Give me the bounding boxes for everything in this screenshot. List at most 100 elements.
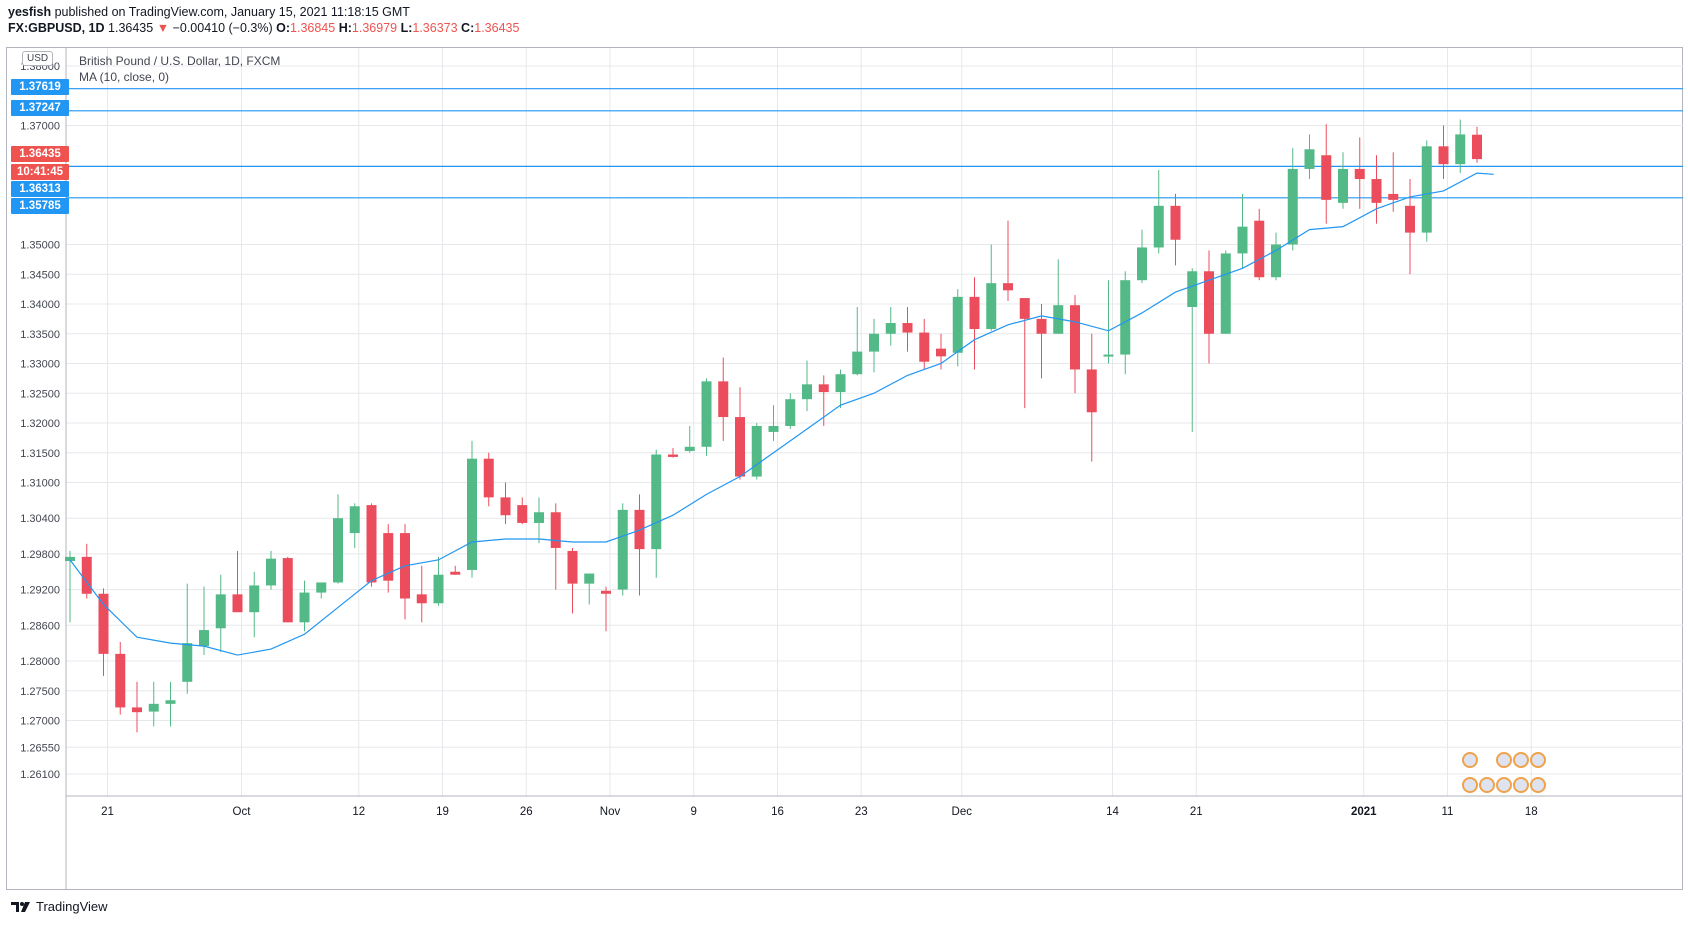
- candle-body[interactable]: [818, 384, 829, 393]
- candle-body[interactable]: [433, 574, 444, 604]
- candle-body[interactable]: [1237, 226, 1248, 254]
- candle-body[interactable]: [952, 296, 963, 353]
- candle-body[interactable]: [567, 550, 578, 584]
- candle-body[interactable]: [1070, 305, 1080, 370]
- event-flag-icon[interactable]: [1496, 777, 1512, 793]
- event-flag-icon[interactable]: [1462, 752, 1478, 768]
- candle-body[interactable]: [1220, 253, 1231, 334]
- publisher-name[interactable]: yesfish: [8, 5, 52, 19]
- candle-body[interactable]: [601, 590, 611, 594]
- candle-body[interactable]: [349, 506, 360, 534]
- event-flag-icon[interactable]: [1479, 777, 1495, 793]
- candle-body[interactable]: [919, 332, 930, 362]
- candle-body[interactable]: [936, 348, 946, 357]
- candle-body[interactable]: [1321, 155, 1332, 200]
- candle-body[interactable]: [1187, 271, 1198, 307]
- candle-body[interactable]: [232, 594, 243, 613]
- legend-indicator[interactable]: MA (10, close, 0): [79, 70, 170, 84]
- candle-body[interactable]: [299, 592, 310, 623]
- candle-body[interactable]: [282, 558, 293, 623]
- candle-body[interactable]: [316, 582, 327, 593]
- candle-body[interactable]: [65, 556, 75, 562]
- candle-body[interactable]: [1354, 168, 1365, 180]
- candle-body[interactable]: [1271, 244, 1281, 278]
- currency-badge[interactable]: USD: [22, 51, 54, 66]
- candle-body[interactable]: [735, 417, 745, 477]
- candle-body[interactable]: [1137, 247, 1147, 281]
- candle-body[interactable]: [182, 643, 193, 682]
- candle-body[interactable]: [1472, 134, 1482, 160]
- candle-body[interactable]: [534, 512, 544, 523]
- candle-body[interactable]: [617, 509, 628, 590]
- candle-body[interactable]: [751, 425, 762, 477]
- y-tick-label: 1.34000: [20, 299, 60, 311]
- candle-body[interactable]: [98, 593, 109, 654]
- candle-body[interactable]: [467, 458, 477, 570]
- candle-body[interactable]: [986, 283, 997, 329]
- candle-body[interactable]: [81, 556, 92, 594]
- ma-line[interactable]: [69, 172, 1494, 656]
- candle-body[interactable]: [366, 505, 377, 583]
- candle-body[interactable]: [785, 399, 796, 426]
- candle-body[interactable]: [701, 381, 712, 447]
- candle-body[interactable]: [584, 573, 595, 584]
- event-flag-icon[interactable]: [1496, 752, 1512, 768]
- candle-body[interactable]: [1254, 220, 1265, 278]
- candle-body[interactable]: [768, 425, 779, 432]
- candle-body[interactable]: [668, 454, 678, 457]
- candle-body[interactable]: [835, 374, 846, 393]
- candle-body[interactable]: [902, 323, 913, 333]
- candle-body[interactable]: [199, 630, 209, 647]
- candle-body[interactable]: [215, 594, 226, 629]
- candle-body[interactable]: [333, 518, 343, 583]
- candle-body[interactable]: [1338, 168, 1348, 203]
- y-tick-label: 1.28000: [20, 656, 60, 668]
- candle-body[interactable]: [651, 454, 662, 550]
- candle-body[interactable]: [1003, 283, 1013, 291]
- candle-body[interactable]: [1103, 354, 1114, 357]
- candle-body[interactable]: [383, 533, 394, 581]
- event-flag-icon[interactable]: [1530, 752, 1546, 768]
- candle-body[interactable]: [115, 653, 126, 708]
- candle-body[interactable]: [869, 333, 879, 352]
- candle-body[interactable]: [517, 505, 528, 523]
- candle-body[interactable]: [1019, 298, 1030, 319]
- candle-body[interactable]: [132, 707, 142, 713]
- candle-body[interactable]: [969, 296, 980, 329]
- candle-body[interactable]: [148, 703, 159, 712]
- candle-body[interactable]: [165, 700, 176, 704]
- candle-body[interactable]: [1371, 179, 1382, 203]
- candle-body[interactable]: [266, 558, 276, 586]
- candle-body[interactable]: [1405, 205, 1415, 233]
- candle-body[interactable]: [1455, 134, 1466, 165]
- candle-body[interactable]: [1204, 271, 1214, 334]
- candle-body[interactable]: [550, 512, 561, 548]
- footer-brand[interactable]: TradingView: [36, 899, 108, 914]
- candle-body[interactable]: [483, 458, 494, 498]
- candle-body[interactable]: [1421, 146, 1432, 233]
- candle-body[interactable]: [1287, 168, 1298, 245]
- candle-body[interactable]: [802, 384, 812, 400]
- candle-body[interactable]: [1388, 193, 1399, 200]
- event-flag-icon[interactable]: [1513, 752, 1529, 768]
- candle-body[interactable]: [1153, 205, 1164, 248]
- candle-body[interactable]: [500, 497, 511, 516]
- candle-body[interactable]: [1304, 149, 1315, 169]
- candle-body[interactable]: [1170, 205, 1181, 240]
- candle-body[interactable]: [249, 585, 260, 613]
- event-flag-icon[interactable]: [1513, 777, 1529, 793]
- event-flag-icon[interactable]: [1462, 777, 1478, 793]
- candle-body[interactable]: [684, 446, 695, 451]
- candle-body[interactable]: [450, 571, 461, 575]
- candle-body[interactable]: [1438, 146, 1449, 165]
- candle-body[interactable]: [416, 594, 427, 604]
- candle-body[interactable]: [718, 381, 729, 418]
- candle-body[interactable]: [1036, 318, 1047, 334]
- candle-body[interactable]: [1120, 280, 1131, 355]
- event-flag-icon[interactable]: [1530, 777, 1546, 793]
- candle-body[interactable]: [852, 351, 863, 375]
- chart-area[interactable]: [6, 47, 1683, 890]
- candle-body[interactable]: [1086, 369, 1097, 413]
- candle-body[interactable]: [885, 323, 896, 334]
